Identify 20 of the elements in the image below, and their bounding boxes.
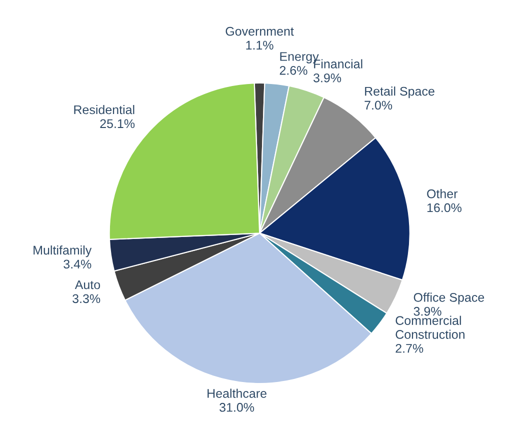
data-label: 16.0% [427, 203, 462, 212]
data-label: 25.1% [100, 119, 135, 128]
data-label: 2.7% [396, 344, 424, 353]
slice-label: Multifamily [34, 245, 92, 258]
data-label: 3.9% [314, 73, 342, 82]
data-label: 7.0% [364, 100, 392, 110]
data-label: 31.0% [220, 402, 254, 412]
slice-label: Healthcare [208, 388, 266, 398]
slice-label: Residential [74, 104, 134, 114]
slice-label: Retail Space [365, 86, 434, 98]
slice-label: Commercial Construction [396, 316, 464, 339]
data-label: 1.1% [246, 40, 274, 50]
data-label: 3.4% [64, 260, 92, 269]
slice-label: Auto [74, 280, 100, 290]
slice-label: Other [427, 189, 458, 198]
data-label: 2.6% [280, 66, 308, 75]
data-label: 3.9% [414, 306, 442, 316]
data-label: 3.3% [72, 294, 100, 304]
slice-label: Government [226, 26, 294, 36]
slice-label: Office Space [414, 292, 484, 304]
